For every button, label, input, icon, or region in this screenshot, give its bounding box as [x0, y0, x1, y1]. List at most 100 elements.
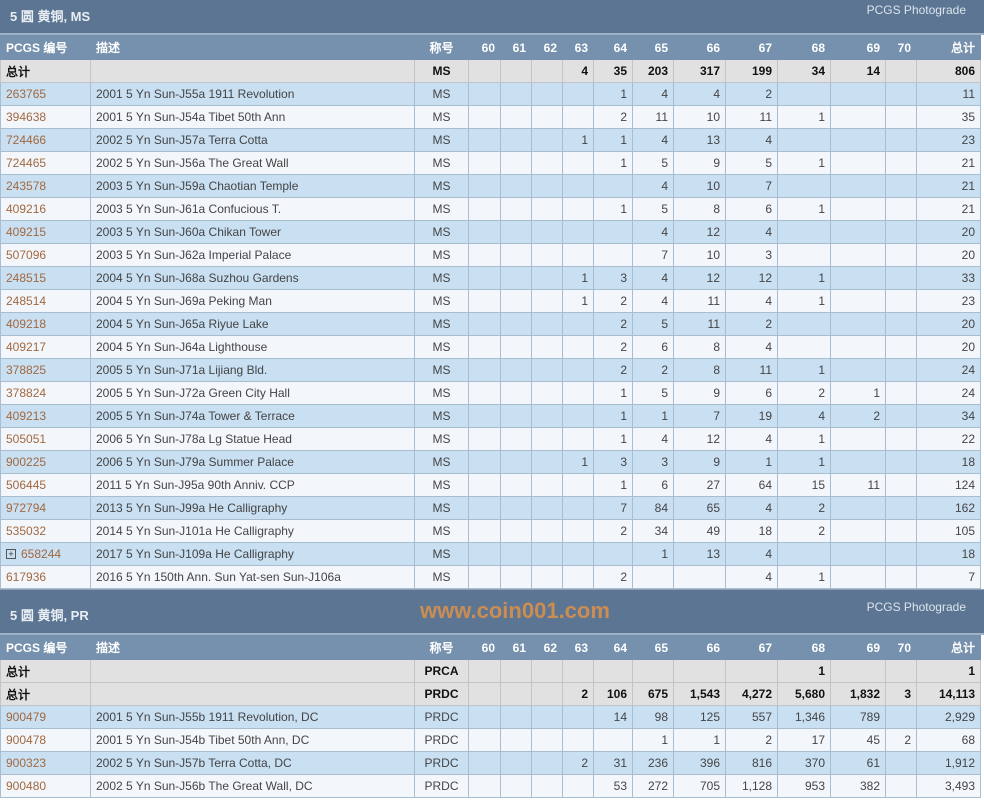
grade-count-cell: 1 [777, 197, 831, 221]
pcgs-number-link[interactable]: 409217 [6, 340, 47, 354]
grade-count-cell: 2 [885, 728, 917, 752]
grade-count-cell [593, 243, 633, 267]
grade-count-cell [777, 542, 831, 566]
pcgs-number-link[interactable]: 506445 [6, 478, 47, 492]
column-header[interactable]: 68 [777, 35, 831, 60]
table-row: 724466 2002 5 Yn Sun-J57a Terra Cotta MS 1 1… [0, 128, 981, 152]
description-cell: 2016 5 Yn 150th Ann. Sun Yat-sen Sun-J10… [90, 565, 415, 589]
column-header[interactable]: 70 [885, 35, 917, 60]
grade-count-cell [500, 335, 532, 359]
grade-count-cell [562, 82, 594, 106]
grade-count-cell [885, 220, 917, 244]
grade-count-cell: 2 [632, 358, 674, 382]
column-header[interactable]: 66 [673, 635, 726, 660]
pcgs-number-link[interactable]: 243578 [6, 179, 47, 193]
designation-cell: MS [414, 174, 469, 198]
column-header[interactable]: 称号 [414, 635, 469, 660]
pcgs-number-link[interactable]: 378825 [6, 363, 47, 377]
pcgs-number-link[interactable]: 248515 [6, 271, 47, 285]
grade-count-cell: 1 [593, 197, 633, 221]
pcgs-number-link[interactable]: 900478 [6, 733, 47, 747]
pcgs-number-link[interactable]: 535032 [6, 524, 47, 538]
pcgs-number-link[interactable]: 658244 [21, 547, 62, 561]
pcgs-number-link[interactable]: 900323 [6, 756, 47, 770]
grade-count-cell: 2 [725, 82, 778, 106]
pcgs-number-link[interactable]: 724466 [6, 133, 47, 147]
pcgs-number-link[interactable]: 263765 [6, 87, 47, 101]
column-header[interactable]: 称号 [414, 35, 469, 60]
total-cell: 68 [916, 728, 981, 752]
grade-count-cell [500, 404, 532, 428]
column-header[interactable]: PCGS 编号 [0, 35, 91, 60]
column-header[interactable]: 61 [500, 635, 532, 660]
grade-count-cell: 4 [632, 266, 674, 290]
column-header[interactable]: 65 [632, 635, 674, 660]
grade-count-cell: 1 [673, 728, 726, 752]
column-header[interactable]: 68 [777, 635, 831, 660]
grade-count-cell: 4 [725, 128, 778, 152]
photograde-link[interactable]: PCGS Photograde [866, 600, 966, 614]
pcgs-number-link[interactable]: 409216 [6, 202, 47, 216]
grade-count-cell [468, 751, 501, 775]
pcgs-number-cell: 900479 [0, 705, 91, 729]
column-header[interactable]: 63 [562, 35, 594, 60]
column-header[interactable]: 63 [562, 635, 594, 660]
pcgs-number-link[interactable]: 394638 [6, 110, 47, 124]
pcgs-number-link[interactable]: 409213 [6, 409, 47, 423]
grade-count-cell [531, 174, 563, 198]
photograde-link[interactable]: PCGS Photograde [866, 3, 966, 17]
column-header[interactable]: 62 [531, 35, 563, 60]
table-row: 394638 2001 5 Yn Sun-J54a Tibet 50th Ann M… [0, 105, 981, 129]
column-header[interactable]: 67 [725, 35, 778, 60]
column-header[interactable]: 64 [593, 35, 633, 60]
pcgs-number-link[interactable]: 900225 [6, 455, 47, 469]
column-header[interactable]: 70 [885, 635, 917, 660]
grade-count-cell: 7 [673, 404, 726, 428]
grade-count-cell: 4 [725, 220, 778, 244]
pcgs-number-link[interactable]: 378824 [6, 386, 47, 400]
pcgs-number-link[interactable]: 409215 [6, 225, 47, 239]
column-header[interactable]: 67 [725, 635, 778, 660]
pcgs-number-link[interactable]: 900479 [6, 710, 47, 724]
pcgs-number-cell: 409213 [0, 404, 91, 428]
pcgs-number-link[interactable]: 617936 [6, 570, 47, 584]
column-header[interactable]: 65 [632, 35, 674, 60]
population-table: PCGS 编号 描述 称号 60 61 62 63 64 65 66 67 68 69 70 总计 总计 PRC… [0, 635, 981, 798]
grade-count-cell: 4 [632, 289, 674, 313]
column-header[interactable]: 描述 [90, 35, 415, 60]
pcgs-number-link[interactable]: 724465 [6, 156, 47, 170]
pcgs-number-link[interactable]: 248514 [6, 294, 47, 308]
column-header[interactable]: 66 [673, 35, 726, 60]
column-header[interactable]: 总计 [916, 35, 981, 60]
total-cell: 33 [916, 266, 981, 290]
column-header[interactable]: 60 [468, 635, 501, 660]
grade-count-cell [531, 751, 563, 775]
column-header[interactable]: 61 [500, 35, 532, 60]
total-cell: 22 [916, 427, 981, 451]
grade-count-cell [531, 682, 563, 706]
expand-icon[interactable]: + [6, 549, 16, 559]
grade-count-cell: 396 [673, 751, 726, 775]
pcgs-number-link[interactable]: 507096 [6, 248, 47, 262]
grade-count-cell: 7 [632, 243, 674, 267]
column-header[interactable]: 69 [830, 635, 886, 660]
grade-count-cell [468, 450, 501, 474]
column-header[interactable]: PCGS 编号 [0, 635, 91, 660]
column-header[interactable]: 64 [593, 635, 633, 660]
grade-count-cell: 2 [593, 358, 633, 382]
column-header[interactable]: 62 [531, 635, 563, 660]
total-cell: 21 [916, 197, 981, 221]
pcgs-number-link[interactable]: 900480 [6, 779, 47, 793]
pcgs-number-link[interactable]: 409218 [6, 317, 47, 331]
pcgs-number-link[interactable]: 505051 [6, 432, 47, 446]
designation-cell: PRDC [414, 682, 469, 706]
table-row: 378825 2005 5 Yn Sun-J71a Lijiang Bld. MS 2… [0, 358, 981, 382]
column-header[interactable]: 描述 [90, 635, 415, 660]
column-header[interactable]: 60 [468, 35, 501, 60]
grade-count-cell [830, 358, 886, 382]
column-header[interactable]: 69 [830, 35, 886, 60]
column-header[interactable]: 总计 [916, 635, 981, 660]
total-cell: 24 [916, 381, 981, 405]
pcgs-number-link[interactable]: 972794 [6, 501, 47, 515]
grade-count-cell: 6 [632, 473, 674, 497]
